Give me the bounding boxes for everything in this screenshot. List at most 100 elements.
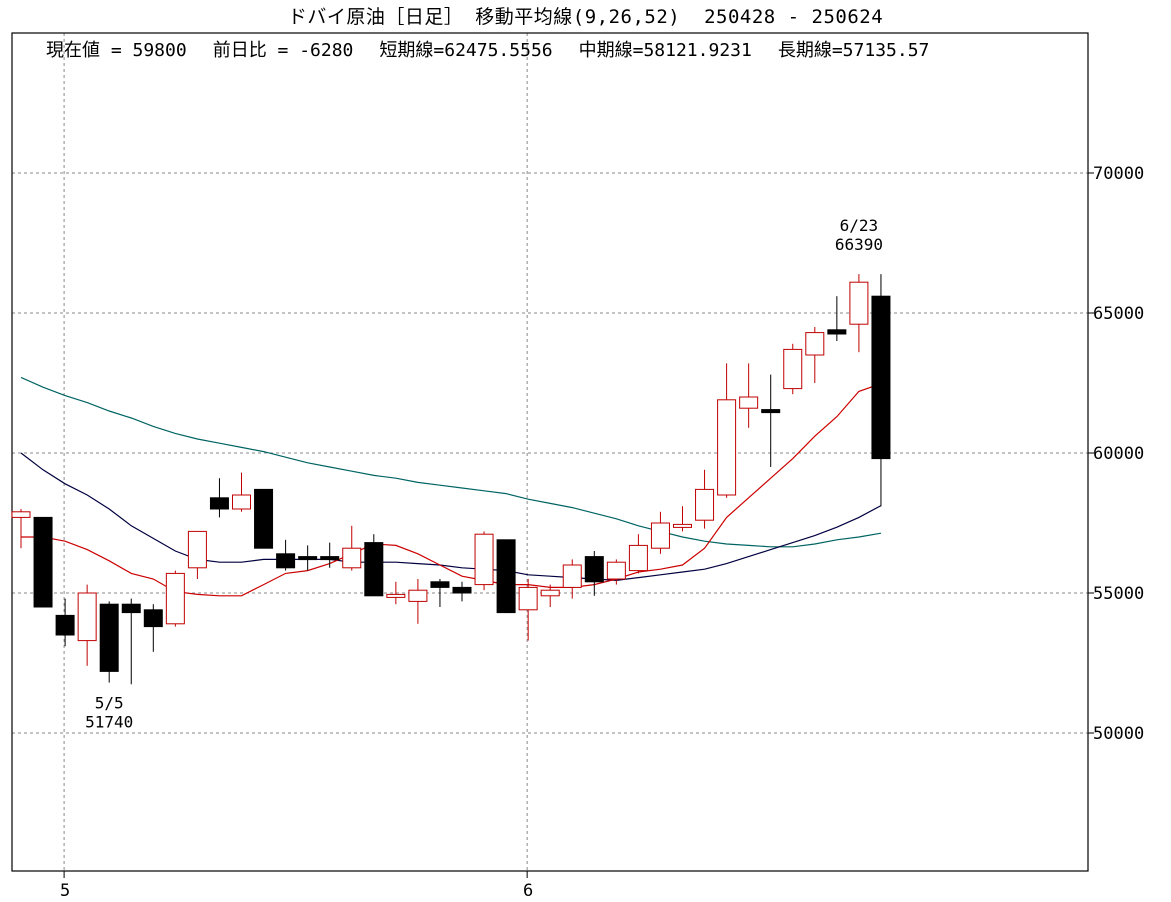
x-tick-label: 5 [60, 881, 70, 901]
candle-body [584, 556, 604, 583]
annotation-value: 66390 [835, 235, 883, 254]
candle-up [518, 579, 538, 641]
candle-body [540, 589, 560, 597]
candle-body [364, 542, 384, 597]
candle-down [430, 579, 450, 607]
candle-up [540, 584, 560, 607]
candle-body [849, 281, 869, 325]
candle-up [849, 274, 869, 353]
candle-up [783, 343, 803, 395]
candle-up [11, 509, 31, 549]
candle-down [827, 296, 847, 341]
candle-up [673, 506, 692, 532]
day-change: 前日比 = -6280 [212, 40, 354, 61]
candle-body [254, 488, 274, 549]
long-ma-value: 長期線=57135.57 [777, 40, 930, 61]
candle-down [496, 539, 516, 614]
candle-body [673, 523, 692, 528]
grid-lines [12, 33, 1088, 871]
short-ma-value: 短期線=62475.5556 [379, 40, 553, 61]
candle-up [408, 579, 428, 624]
y-tick-label: 70000 [1093, 164, 1144, 184]
candle-body [805, 332, 825, 356]
candle-up [342, 525, 362, 571]
candle-up [474, 531, 494, 591]
candle-body [452, 586, 472, 594]
candle-body [33, 516, 53, 608]
candle-down [364, 534, 384, 597]
candle-up [739, 363, 759, 428]
candle-body [606, 561, 626, 580]
chart-title: ドバイ原油［日足］ 移動平均線(9,26,52) 250428 - 250624 [287, 6, 884, 28]
info-bar: 現在値 = 59800 前日比 = -6280 短期線=62475.5556 中期線=… [46, 36, 955, 62]
annotation-value: 51740 [85, 713, 133, 732]
candle-down [55, 598, 75, 647]
candle-down [761, 374, 781, 467]
candle-up [386, 581, 406, 605]
candle-body [11, 511, 31, 518]
candle-up [77, 584, 97, 666]
y-tick-label: 65000 [1093, 304, 1144, 324]
candle-up [717, 363, 737, 498]
candle-down [452, 581, 472, 602]
long-ma-line [20, 376, 882, 548]
candle-up [232, 472, 251, 512]
candles [11, 274, 891, 685]
candle-body [761, 409, 781, 414]
y-axis-ticks: 70000 65000 60000 55000 50000 [1088, 164, 1144, 744]
mid-ma-line [20, 452, 882, 582]
candle-body [342, 547, 362, 569]
candle-body [187, 530, 207, 569]
candle-down [584, 551, 604, 596]
candle-body [143, 609, 163, 628]
candle-down [209, 478, 229, 518]
candle-body [871, 295, 891, 460]
candle-body [165, 572, 185, 625]
candle-up [628, 534, 648, 574]
candle-body [783, 348, 803, 390]
candle-down [143, 604, 163, 652]
y-tick-label: 50000 [1093, 724, 1144, 744]
candle-body [232, 494, 251, 510]
candle-body [99, 603, 119, 672]
candle-down [99, 601, 119, 683]
candle-body [276, 553, 296, 569]
candle-body [562, 564, 582, 588]
candle-down [320, 542, 340, 568]
annotation-date: 5/5 [95, 694, 124, 713]
annotation-date: 6/23 [840, 216, 879, 235]
candle-up [650, 511, 670, 554]
candle-down [33, 516, 53, 608]
candle-up [165, 570, 185, 627]
candle-body [739, 396, 759, 409]
plot-frame [11, 32, 1089, 872]
current-price: 現在値 = 59800 [46, 40, 187, 61]
candle-up [187, 530, 207, 579]
candle-body [298, 556, 318, 561]
mid-ma-value: 中期線=58121.9231 [578, 40, 752, 61]
moving-averages [20, 376, 882, 597]
candle-body [77, 592, 97, 642]
candle-body [518, 586, 538, 611]
candle-down [871, 274, 891, 507]
candle-up [606, 559, 626, 585]
candle-body [827, 329, 847, 335]
candle-body [628, 544, 648, 572]
short-ma-line [21, 383, 882, 597]
candle-body [55, 614, 75, 636]
candle-body [320, 556, 340, 561]
y-tick-label: 60000 [1093, 444, 1144, 464]
candle-body [430, 581, 450, 588]
candle-body [386, 593, 406, 598]
candle-down [276, 539, 296, 571]
candle-body [496, 539, 516, 614]
candle-body [650, 522, 670, 549]
candle-down [254, 488, 274, 549]
y-tick-label: 55000 [1093, 584, 1144, 604]
x-tick-label: 6 [523, 881, 533, 901]
candle-up [695, 469, 715, 529]
candle-body [121, 603, 141, 614]
